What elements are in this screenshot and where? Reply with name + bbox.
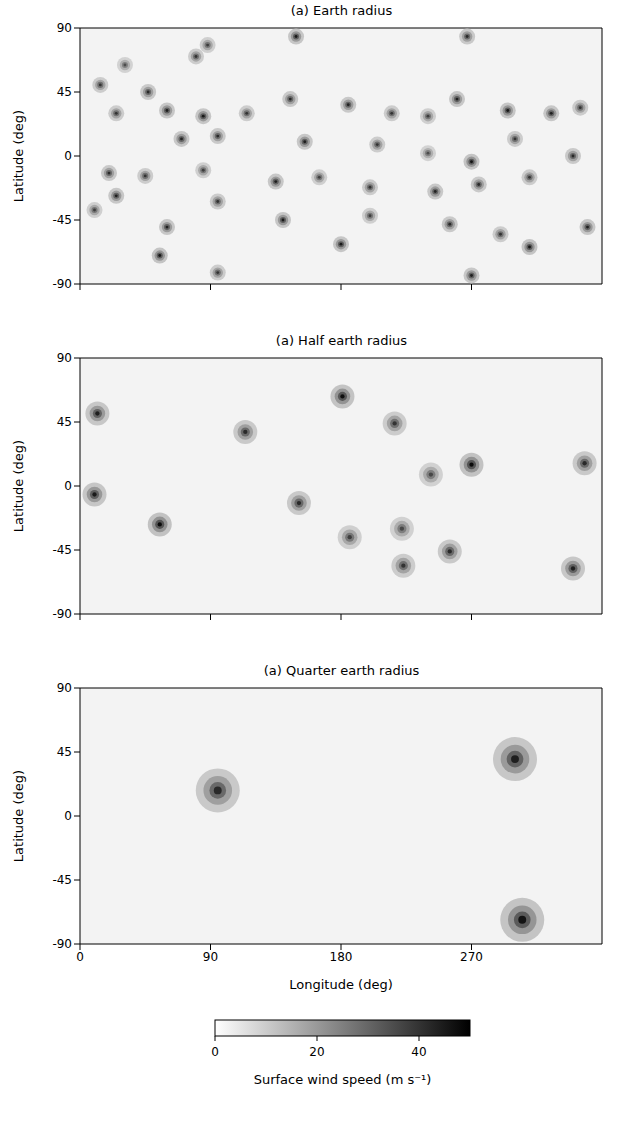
svg-text:-45: -45 (52, 873, 72, 887)
svg-text:20: 20 (309, 1045, 324, 1059)
svg-text:-90: -90 (52, 607, 72, 621)
svg-text:90: 90 (203, 950, 218, 964)
html-text:(a) Half earth radius: (a) Half earth radius (275, 333, 408, 348)
svg-text:0: 0 (76, 950, 84, 964)
svg-text:45: 45 (57, 85, 72, 99)
svg-text:45: 45 (57, 745, 72, 759)
html-text:(a) Earth radius: (a) Earth radius (290, 3, 393, 18)
svg-text:90: 90 (57, 682, 72, 695)
svg-text:Latitude (deg): Latitude (deg) (11, 110, 26, 202)
svg-text:Latitude (deg): Latitude (deg) (11, 440, 26, 532)
svg-text:-45: -45 (52, 213, 72, 227)
svg-text:270: 270 (460, 950, 483, 964)
svg-text:Surface wind speed (m s⁻¹): Surface wind speed (m s⁻¹) (254, 1072, 432, 1087)
svg-text:0: 0 (64, 479, 72, 493)
svg-text:0: 0 (64, 809, 72, 823)
svg-text:180: 180 (330, 950, 353, 964)
svg-text:-45: -45 (52, 543, 72, 557)
svg-text:Latitude (deg): Latitude (deg) (11, 770, 26, 862)
svg-text:40: 40 (411, 1045, 426, 1059)
svg-text:Longitude (deg): Longitude (deg) (289, 977, 392, 992)
svg-text:90: 90 (57, 22, 72, 35)
svg-text:90: 90 (57, 352, 72, 365)
svg-text:-90: -90 (52, 277, 72, 291)
svg-text:45: 45 (57, 415, 72, 429)
html-text:(a) Quarter earth radius: (a) Quarter earth radius (263, 663, 420, 678)
svg-text:0: 0 (211, 1045, 219, 1059)
svg-text:0: 0 (64, 149, 72, 163)
svg-text:-90: -90 (52, 937, 72, 951)
